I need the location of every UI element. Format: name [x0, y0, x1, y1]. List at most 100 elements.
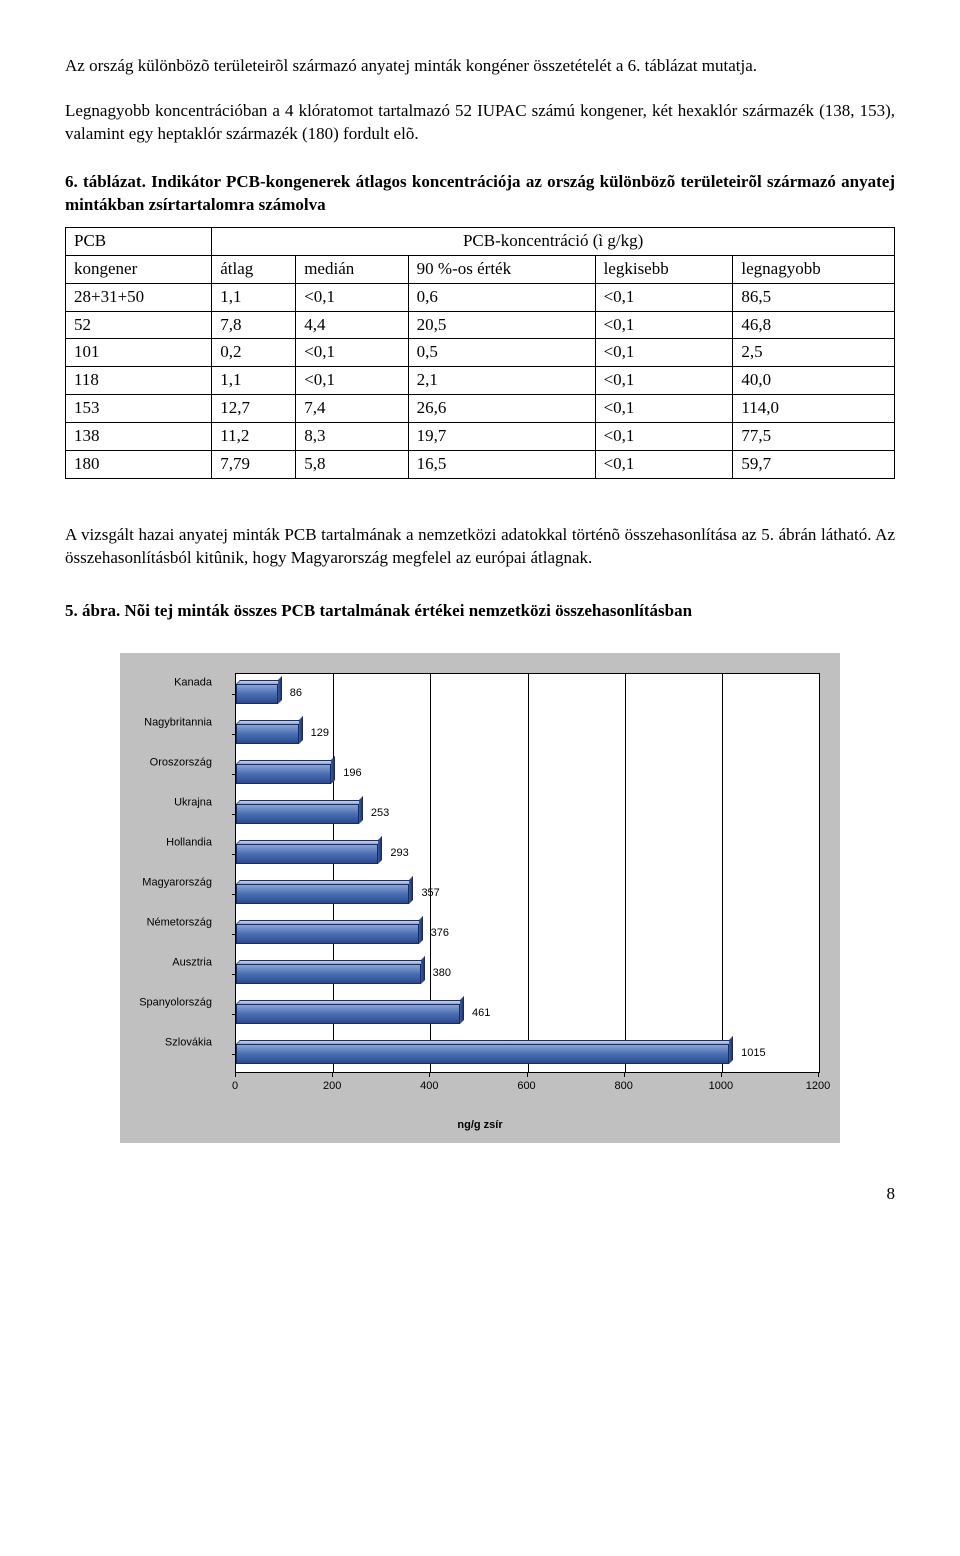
pcb-table: PCB PCB-koncentráció (ì g/kg) kongener á… — [65, 227, 895, 479]
th-median: medián — [296, 255, 408, 283]
table-cell: <0,1 — [595, 339, 733, 367]
table-cell: 26,6 — [408, 395, 595, 423]
th-90pct: 90 %-os érték — [408, 255, 595, 283]
y-category-label: Ausztria — [172, 956, 212, 971]
chart-bar — [236, 924, 419, 944]
table-title: 6. táblázat. Indikátor PCB-kongenerek át… — [65, 171, 895, 217]
table-cell: <0,1 — [595, 451, 733, 479]
table-cell: <0,1 — [595, 395, 733, 423]
table-cell: 0,2 — [212, 339, 296, 367]
bar-value-label: 129 — [311, 726, 329, 741]
chart-bar — [236, 1044, 729, 1064]
x-tick-label: 600 — [517, 1079, 535, 1094]
y-category-label: Hollandia — [166, 836, 212, 851]
chart-bar — [236, 724, 299, 744]
table-cell: 153 — [66, 395, 212, 423]
table-cell: 7,8 — [212, 311, 296, 339]
th-pcb: PCB — [66, 227, 212, 255]
table-cell: <0,1 — [296, 367, 408, 395]
x-tick-label: 200 — [323, 1079, 341, 1094]
y-category-label: Németország — [147, 916, 212, 931]
table-row: 527,84,420,5<0,146,8 — [66, 311, 895, 339]
bar-value-label: 1015 — [741, 1046, 765, 1061]
th-atlag: átlag — [212, 255, 296, 283]
th-min: legkisebb — [595, 255, 733, 283]
table-cell: 19,7 — [408, 423, 595, 451]
bar-value-label: 196 — [343, 766, 361, 781]
chart-title: 5. ábra. Nõi tej minták összes PCB tarta… — [65, 600, 895, 623]
table-row: 28+31+501,1<0,10,6<0,186,5 — [66, 283, 895, 311]
table-cell: <0,1 — [595, 423, 733, 451]
y-category-label: Ukrajna — [174, 796, 212, 811]
chart-bar — [236, 1004, 460, 1024]
x-tick-label: 800 — [614, 1079, 632, 1094]
bar-value-label: 357 — [421, 886, 439, 901]
y-category-label: Oroszország — [150, 756, 212, 771]
table-row: 13811,28,319,7<0,177,5 — [66, 423, 895, 451]
table-cell: 77,5 — [733, 423, 895, 451]
table-cell: 101 — [66, 339, 212, 367]
chart-container: Kanada Nagybritannia Oroszország Ukrajna Hol… — [120, 653, 840, 1143]
bar-value-label: 293 — [390, 846, 408, 861]
table-cell: <0,1 — [296, 339, 408, 367]
x-axis-title: ng/g zsír — [130, 1118, 830, 1133]
table-cell: 8,3 — [296, 423, 408, 451]
table-cell: 114,0 — [733, 395, 895, 423]
bar-value-label: 376 — [431, 926, 449, 941]
y-category-label: Szlovákia — [165, 1036, 212, 1051]
th-kongener: kongener — [66, 255, 212, 283]
chart-bar — [236, 764, 331, 784]
table-cell: 2,5 — [733, 339, 895, 367]
page-number: 8 — [65, 1183, 895, 1206]
table-cell: <0,1 — [595, 283, 733, 311]
table-cell: 138 — [66, 423, 212, 451]
x-tick-label: 1200 — [806, 1079, 830, 1094]
y-category-label: Magyarország — [142, 876, 212, 891]
th-max: legnagyobb — [733, 255, 895, 283]
table-cell: 86,5 — [733, 283, 895, 311]
y-category-label: Nagybritannia — [144, 716, 212, 731]
chart-bar — [236, 884, 409, 904]
table-row: 1807,795,816,5<0,159,7 — [66, 451, 895, 479]
table-cell: 59,7 — [733, 451, 895, 479]
table-header-row-2: kongener átlag medián 90 %-os érték legk… — [66, 255, 895, 283]
y-category-label: Spanyolország — [139, 996, 212, 1011]
table-cell: 180 — [66, 451, 212, 479]
table-cell: 1,1 — [212, 283, 296, 311]
chart-bar — [236, 844, 378, 864]
table-row: 1181,1<0,12,1<0,140,0 — [66, 367, 895, 395]
table-cell: <0,1 — [296, 283, 408, 311]
table-row: 15312,77,426,6<0,1114,0 — [66, 395, 895, 423]
paragraph-1: Az ország különbözõ területeirõl származ… — [65, 55, 895, 78]
table-cell: 5,8 — [296, 451, 408, 479]
bar-value-label: 380 — [433, 966, 451, 981]
table-cell: 12,7 — [212, 395, 296, 423]
table-cell: 0,5 — [408, 339, 595, 367]
bar-value-label: 461 — [472, 1006, 490, 1021]
x-tick-label: 0 — [232, 1079, 238, 1094]
th-concentration: PCB-koncentráció (ì g/kg) — [212, 227, 895, 255]
table-cell: 16,5 — [408, 451, 595, 479]
table-cell: <0,1 — [595, 367, 733, 395]
table-cell: 52 — [66, 311, 212, 339]
chart-plot-area: 86 129 196 253 293 357 376 380 461 1015 — [235, 673, 820, 1073]
table-cell: 4,4 — [296, 311, 408, 339]
table-cell: 11,2 — [212, 423, 296, 451]
table-cell: 2,1 — [408, 367, 595, 395]
paragraph-3: A vizsgált hazai anyatej minták PCB tart… — [65, 524, 895, 570]
bar-value-label: 86 — [290, 686, 302, 701]
chart-bar — [236, 684, 278, 704]
y-category-label: Kanada — [174, 676, 212, 691]
table-cell: <0,1 — [595, 311, 733, 339]
table-cell: 7,79 — [212, 451, 296, 479]
chart-bar — [236, 964, 421, 984]
table-cell: 40,0 — [733, 367, 895, 395]
table-cell: 28+31+50 — [66, 283, 212, 311]
x-tick-label: 400 — [420, 1079, 438, 1094]
table-cell: 1,1 — [212, 367, 296, 395]
chart-bar — [236, 804, 359, 824]
x-tick-label: 1000 — [709, 1079, 733, 1094]
bar-value-label: 253 — [371, 806, 389, 821]
table-row: 1010,2<0,10,5<0,12,5 — [66, 339, 895, 367]
table-cell: 118 — [66, 367, 212, 395]
